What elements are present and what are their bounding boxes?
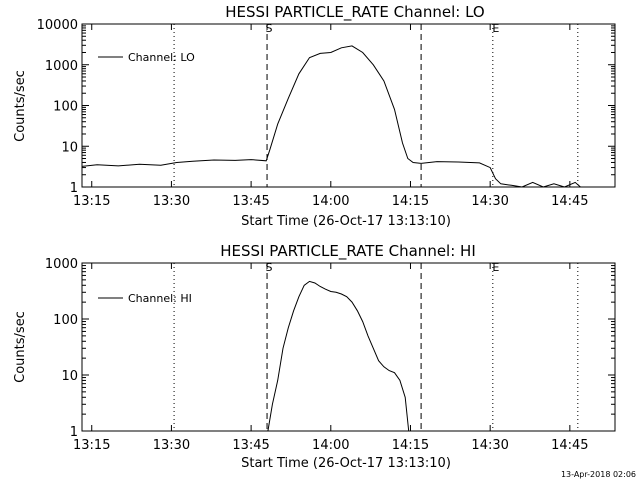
y-tick-label: 1000 <box>45 59 78 74</box>
legend-label: Channel: LO <box>128 51 195 64</box>
y-tick-label: 100 <box>53 100 78 115</box>
y-axis-label: Counts/sec <box>13 311 28 383</box>
x-tick-label: 13:15 <box>73 438 110 453</box>
x-axis-label: Start Time (26-Oct-17 13:13:10) <box>241 456 451 471</box>
series-line-channel-hi <box>267 280 410 432</box>
x-tick-label: 13:45 <box>232 438 269 453</box>
y-tick-label: 10 <box>61 140 78 155</box>
x-axis-label: Start Time (26-Oct-17 13:13:10) <box>241 214 451 229</box>
x-axis-ticks: 13:15 13:30 13:45 14:00 14:15 14:30 14:45 <box>73 263 589 453</box>
y-axis-label: Counts/sec <box>13 70 28 142</box>
date-stamp: 13-Apr-2018 02:06 <box>561 470 636 479</box>
chart-title: HESSI PARTICLE_RATE Channel: LO <box>225 3 484 22</box>
y-tick-label: 10 <box>61 369 78 384</box>
legend: Channel: HI <box>98 292 192 305</box>
x-axis-ticks: 13:15 13:30 13:45 14:00 14:15 14:30 14:45 <box>73 24 589 209</box>
x-tick-label: 13:30 <box>153 194 190 209</box>
plot-frame <box>81 262 616 432</box>
series-line-channel-lo <box>81 45 581 188</box>
x-tick-label: 14:45 <box>551 438 588 453</box>
y-tick-label: 1000 <box>45 257 78 272</box>
chart-title: HESSI PARTICLE_RATE Channel: HI <box>220 242 476 261</box>
plot-frame <box>81 23 616 188</box>
x-tick-label: 14:00 <box>312 438 349 453</box>
x-tick-label: 13:30 <box>153 438 190 453</box>
marker-label: E <box>492 22 499 35</box>
marker-label: E <box>492 261 499 274</box>
x-tick-label: 14:45 <box>551 194 588 209</box>
x-tick-label: 14:15 <box>392 438 429 453</box>
x-tick-label: 13:45 <box>232 194 269 209</box>
y-tick-label: 10000 <box>37 18 78 33</box>
y-tick-label: 1 <box>70 425 78 440</box>
x-tick-label: 13:15 <box>73 194 110 209</box>
x-tick-label: 14:30 <box>471 438 508 453</box>
x-tick-label: 14:30 <box>471 194 508 209</box>
legend-label: Channel: HI <box>128 292 192 305</box>
y-axis-ticks: 1 10 100 1000 <box>45 257 615 440</box>
marker-label: S <box>266 261 273 274</box>
y-axis-ticks: 1 10 100 1000 10000 <box>37 18 615 196</box>
x-tick-label: 14:15 <box>392 194 429 209</box>
y-tick-label: 1 <box>70 181 78 196</box>
legend: Channel: LO <box>98 51 195 64</box>
marker-label: S <box>266 22 273 35</box>
y-tick-label: 100 <box>53 313 78 328</box>
x-tick-label: 14:00 <box>312 194 349 209</box>
